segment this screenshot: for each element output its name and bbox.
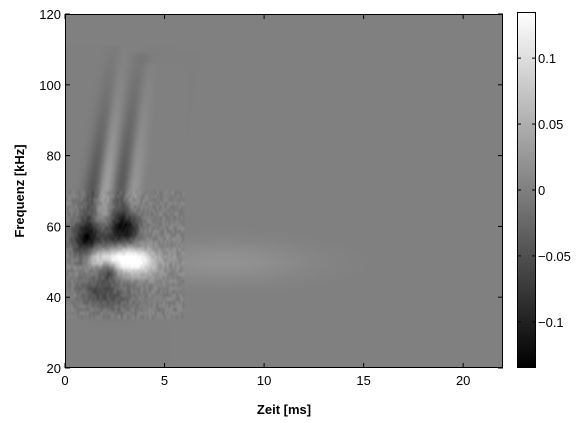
x-axis-label: Zeit [ms]	[257, 402, 311, 417]
heatmap-image	[65, 14, 503, 368]
colorbar-tick-label: 0.05	[538, 117, 563, 132]
x-tick-label: 0	[61, 373, 68, 388]
x-tick-label: 15	[356, 373, 370, 388]
x-tick-label: 20	[456, 373, 470, 388]
x-tick-label: 5	[161, 373, 168, 388]
colorbar-tick-label: −0.1	[538, 315, 564, 330]
colorbar-gradient	[517, 12, 536, 368]
x-tick-label: 10	[257, 373, 271, 388]
y-tick-label: 20	[47, 361, 61, 376]
y-tick-label: 60	[47, 219, 61, 234]
colorbar-tick-label: 0.1	[538, 51, 556, 66]
plot-frame	[65, 14, 503, 368]
colorbar-ticks: 0.1 0.05 0 −0.05 −0.1	[517, 51, 571, 330]
y-axis-label: Frequenz [kHz]	[12, 144, 27, 237]
colorbar-tick-label: 0	[538, 183, 545, 198]
y-tick-label: 40	[47, 290, 61, 305]
colorbar: 0.1 0.05 0 −0.05 −0.1	[517, 12, 571, 368]
y-tick-label: 100	[39, 78, 61, 93]
y-tick-label: 120	[39, 7, 61, 22]
colorbar-tick-label: −0.05	[538, 249, 571, 264]
heatmap-plot-area	[65, 14, 503, 368]
y-axis: 20 40 60 80 100 120	[39, 7, 503, 376]
y-tick-label: 80	[47, 149, 61, 164]
x-axis: 0 5 10 15 20	[61, 14, 470, 388]
